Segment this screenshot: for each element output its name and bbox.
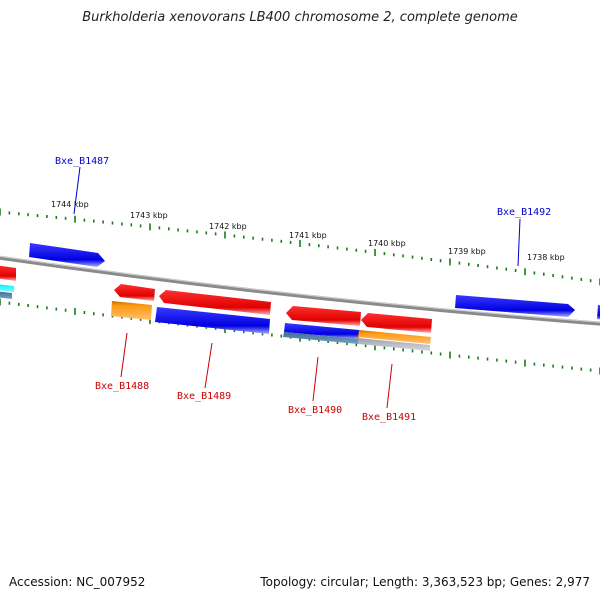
scale-label-1740: 1740 kbp [368, 239, 406, 248]
gene-label-bxe-b1491[interactable]: Bxe_B1491 [362, 412, 416, 423]
reverse-gene-bxe-b1491[interactable] [361, 313, 432, 333]
chromosome-backbone-highlight [0, 255, 600, 323]
forward-gene-bxe-b1487[interactable] [29, 243, 105, 267]
gene-label-bxe-b1492[interactable]: Bxe_B1492 [497, 207, 551, 218]
leader-line-bxe-b1489 [204, 342, 213, 389]
gene-label-bxe-b1487[interactable]: Bxe_B1487 [55, 156, 109, 167]
gene-label-bxe-b1488[interactable]: Bxe_B1488 [95, 381, 149, 392]
leader-line-bxe-b1491 [386, 363, 393, 409]
forward-gene-bxe-b1492[interactable] [455, 295, 575, 317]
reverse-gene-bxe-b1488[interactable] [114, 284, 155, 301]
scale-label-1741: 1741 kbp [289, 231, 327, 240]
gene-label-bxe-b1490[interactable]: Bxe_B1490 [288, 405, 342, 416]
scale-label-1743: 1743 kbp [130, 211, 168, 220]
outer-scale-track [0, 208, 600, 286]
reverse-gene-edge[interactable] [0, 265, 16, 281]
feature-orange-bxe-b1491[interactable] [358, 330, 431, 344]
chromosome-backbone [0, 255, 600, 326]
feature-slate-bxe-b1490[interactable] [283, 332, 359, 344]
feature-slate-edge[interactable] [0, 291, 12, 299]
leader-line-bxe-b1492 [517, 218, 521, 267]
feature-blue-bxe-b1490[interactable] [284, 323, 359, 339]
topology-summary-text: Topology: circular; Length: 3,363,523 bp… [260, 575, 590, 589]
feature-orange-bxe-b1488[interactable] [111, 301, 152, 320]
gene-label-bxe-b1489[interactable]: Bxe_B1489 [177, 391, 231, 402]
scale-label-1744: 1744 kbp [51, 200, 89, 209]
scale-label-1739: 1739 kbp [448, 247, 486, 256]
feature-grey-bxe-b1491[interactable] [358, 338, 430, 351]
forward-gene-edge[interactable] [597, 305, 600, 320]
scale-label-1738: 1738 kbp [527, 253, 565, 262]
reverse-gene-bxe-b1489[interactable] [159, 290, 271, 315]
leader-line-bxe-b1490 [312, 356, 319, 402]
accession-text: Accession: NC_007952 [9, 575, 146, 589]
feature-blue-bxe-b1489[interactable] [155, 307, 270, 334]
feature-cyan-edge[interactable] [0, 284, 14, 292]
leader-line-bxe-b1488 [120, 332, 128, 378]
reverse-gene-bxe-b1490[interactable] [286, 306, 361, 326]
map-title: Burkholderia xenovorans LB400 chromosome… [82, 10, 518, 25]
leader-line-bxe-b1487 [73, 166, 81, 215]
scale-label-1742: 1742 kbp [209, 222, 247, 231]
